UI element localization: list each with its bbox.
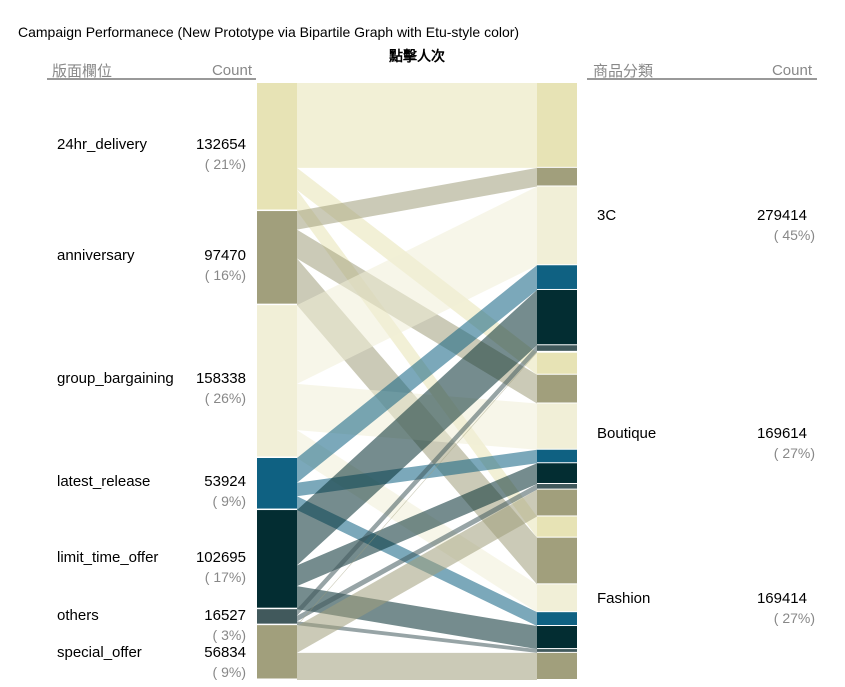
right-bar-3C-group_bargaining[interactable] — [537, 186, 577, 265]
right-pct-3C: ( 45%) — [774, 227, 815, 243]
right-bar-group — [537, 83, 577, 679]
left-bar-limit_time_offer[interactable] — [257, 510, 297, 608]
left-pct-limit_time_offer: ( 17%) — [205, 569, 246, 585]
left-label-latest_release: latest_release — [57, 473, 150, 490]
left-count-group_bargaining: 158338 — [196, 370, 246, 387]
right-bar-Boutique-group_bargaining[interactable] — [537, 403, 577, 449]
left-label-others: others — [57, 607, 99, 624]
flow-others-Boutique — [297, 484, 537, 622]
right-bar-Boutique-special_offer[interactable] — [537, 489, 577, 516]
right-bar-3C-limit_time_offer[interactable] — [537, 289, 577, 345]
flow-special_offer-Fashion — [297, 652, 537, 680]
chart-subtitle: 點擊人次 — [389, 48, 445, 64]
left-bar-group — [257, 83, 297, 679]
left-bar-anniversary[interactable] — [257, 211, 297, 304]
right-bar-Fashion-24hr_delivery[interactable] — [537, 516, 577, 537]
right-bar-Fashion-group_bargaining[interactable] — [537, 584, 577, 612]
left-label-24hr_delivery: 24hr_delivery — [57, 136, 148, 153]
left-pct-anniversary: ( 16%) — [205, 267, 246, 283]
left-bar-others[interactable] — [257, 609, 297, 624]
right-header-count: Count — [772, 62, 813, 79]
left-label-limit_time_offer: limit_time_offer — [57, 549, 158, 566]
flow-limit_time_offer-3C — [297, 289, 537, 566]
right-bar-Boutique-latest_release[interactable] — [537, 449, 577, 463]
flow-group_bargaining-3C — [297, 186, 537, 384]
left-bar-group_bargaining[interactable] — [257, 305, 297, 457]
right-bar-Fashion-anniversary[interactable] — [537, 537, 577, 584]
flow-limit_time_offer-Boutique — [297, 463, 537, 587]
label-group: 24hr_delivery 132654 ( 21%) anniversary 9747… — [57, 136, 815, 680]
flow-anniversary-3C — [297, 167, 537, 230]
left-label-special_offer: special_offer — [57, 644, 142, 661]
right-bar-Boutique-anniversary[interactable] — [537, 374, 577, 403]
left-count-special_offer: 56834 — [204, 644, 246, 661]
right-bar-3C-anniversary[interactable] — [537, 167, 577, 186]
right-pct-Fashion: ( 27%) — [774, 610, 815, 626]
left-label-group_bargaining: group_bargaining — [57, 370, 174, 387]
right-label-3C: 3C — [597, 207, 616, 224]
flow-24hr_delivery-3C — [297, 83, 537, 168]
left-count-latest_release: 53924 — [204, 473, 246, 490]
left-label-anniversary: anniversary — [57, 247, 135, 264]
right-bar-Fashion-others[interactable] — [537, 649, 577, 652]
right-pct-Boutique: ( 27%) — [774, 445, 815, 461]
flow-special_offer-Boutique — [297, 489, 537, 653]
right-bar-3C-24hr_delivery[interactable] — [537, 83, 577, 167]
right-bar-3C-latest_release[interactable] — [537, 265, 577, 289]
right-label-Boutique: Boutique — [597, 425, 656, 442]
right-bar-Boutique-others[interactable] — [537, 484, 577, 489]
right-bar-Fashion-special_offer[interactable] — [537, 652, 577, 679]
right-bar-3C-others[interactable] — [537, 345, 577, 351]
left-count-24hr_delivery: 132654 — [196, 136, 246, 153]
flow-others-Fashion — [297, 621, 537, 653]
left-bar-24hr_delivery[interactable] — [257, 83, 297, 210]
left-count-others: 16527 — [204, 607, 246, 624]
flow-latest_release-3C — [297, 265, 537, 483]
right-count-Fashion: 169414 — [757, 590, 807, 607]
right-bar-Fashion-latest_release[interactable] — [537, 612, 577, 626]
flow-others-3C — [297, 345, 537, 616]
left-pct-others: ( 3%) — [213, 627, 246, 643]
left-pct-24hr_delivery: ( 21%) — [205, 156, 246, 172]
right-bar-Boutique-limit_time_offer[interactable] — [537, 463, 577, 484]
flow-group — [297, 83, 537, 680]
right-bar-Boutique-24hr_delivery[interactable] — [537, 352, 577, 374]
left-pct-special_offer: ( 9%) — [213, 664, 246, 680]
left-count-anniversary: 97470 — [204, 247, 246, 264]
left-pct-group_bargaining: ( 26%) — [205, 390, 246, 406]
left-bar-special_offer[interactable] — [257, 625, 297, 679]
left-header-count: Count — [212, 62, 253, 79]
left-bar-latest_release[interactable] — [257, 457, 297, 509]
right-bar-Fashion-limit_time_offer[interactable] — [537, 626, 577, 649]
chart-title: Campaign Performanece (New Prototype via… — [18, 24, 519, 40]
left-count-limit_time_offer: 102695 — [196, 549, 246, 566]
left-header-label: 版面欄位 — [52, 62, 112, 80]
right-count-Boutique: 169614 — [757, 425, 807, 442]
right-label-Fashion: Fashion — [597, 590, 650, 607]
right-count-3C: 279414 — [757, 207, 807, 224]
left-pct-latest_release: ( 9%) — [213, 493, 246, 509]
right-header-label: 商品分類 — [593, 63, 653, 80]
flow-special_offer-3C — [297, 351, 537, 627]
